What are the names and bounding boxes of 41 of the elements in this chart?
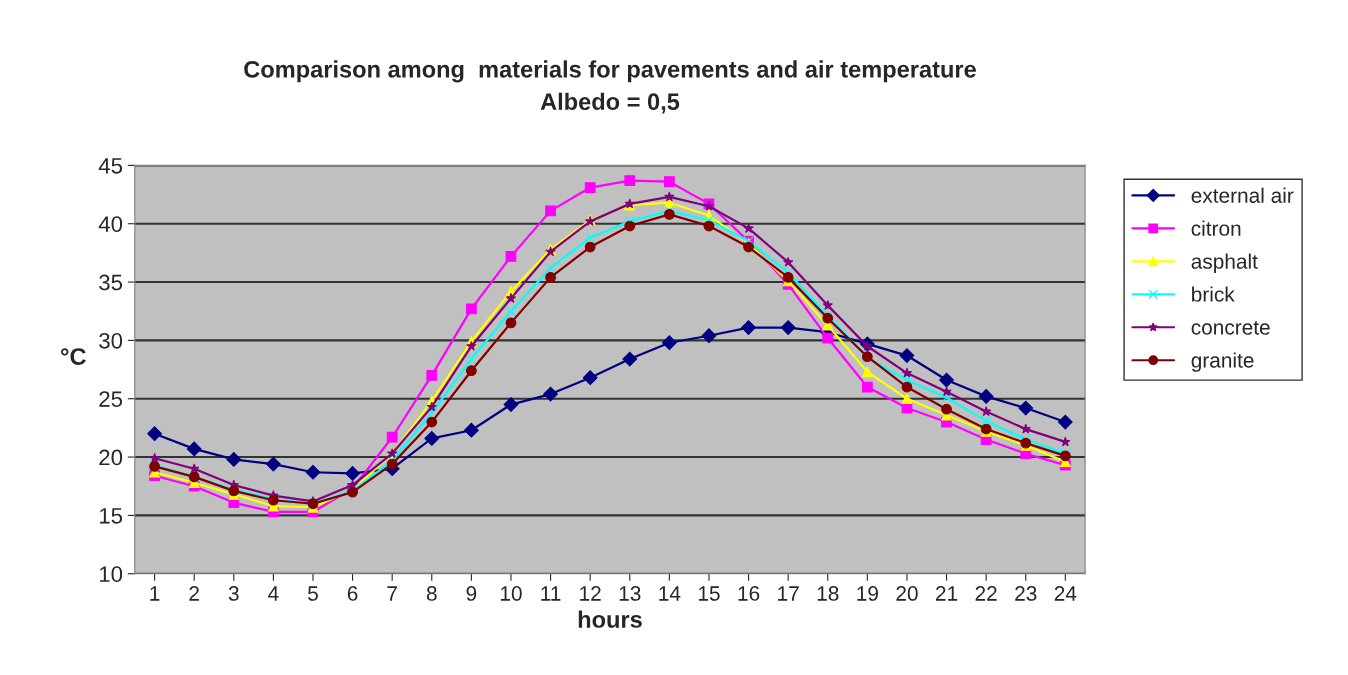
x-tick-label: 6	[347, 586, 358, 601]
x-tick-label: 24	[1054, 586, 1077, 601]
legend-label: granite	[1191, 352, 1254, 372]
x-tick-label: 16	[738, 586, 760, 601]
legend-label: citron	[1191, 220, 1241, 236]
x-tick-label: 18	[817, 586, 839, 601]
x-tick-label: 19	[857, 586, 878, 601]
legend-label: external air	[1191, 187, 1294, 203]
y-tick-label: 35	[99, 274, 123, 291]
x-tick-label: 13	[619, 586, 641, 601]
y-tick-label: 20	[99, 449, 123, 466]
x-tick-label: 7	[387, 586, 397, 601]
x-tick-label: 15	[698, 586, 720, 601]
x-tick-label: 3	[228, 586, 239, 601]
y-tick-label: 25	[99, 391, 123, 407]
x-axis-title: hours	[578, 610, 642, 628]
y-tick-label: 15	[99, 508, 123, 524]
x-tick-label: 5	[308, 586, 318, 601]
x-tick-label: 8	[426, 586, 437, 601]
x-tick-label: 9	[466, 586, 477, 601]
y-tick-label: 10	[99, 566, 123, 583]
x-tick-label: 4	[268, 586, 279, 601]
x-tick-label: 22	[975, 586, 997, 601]
x-tick-label: 23	[1015, 586, 1037, 601]
x-tick-label: 21	[936, 586, 958, 601]
legend-label: asphalt	[1191, 253, 1258, 273]
x-tick-label: 17	[778, 586, 799, 601]
x-tick-label: 11	[541, 586, 561, 601]
x-tick-label: 14	[659, 586, 681, 601]
x-tick-label: 2	[189, 586, 199, 601]
y-tick-label: 45	[98, 158, 123, 174]
legend-label: concrete	[1191, 321, 1270, 335]
x-tick-label: 20	[896, 586, 918, 601]
x-tick-label: 12	[580, 586, 601, 601]
x-tick-label: 10	[500, 586, 522, 601]
chart-title: Comparison among materials for pavements and air temperature Albedo = 0,5	[244, 60, 976, 114]
x-tick-label: 1	[150, 586, 160, 601]
y-axis-title: °C	[61, 348, 86, 365]
y-tick-label: 30	[99, 332, 123, 349]
legend-label: brick	[1192, 286, 1235, 302]
y-tick-label: 40	[98, 216, 123, 232]
